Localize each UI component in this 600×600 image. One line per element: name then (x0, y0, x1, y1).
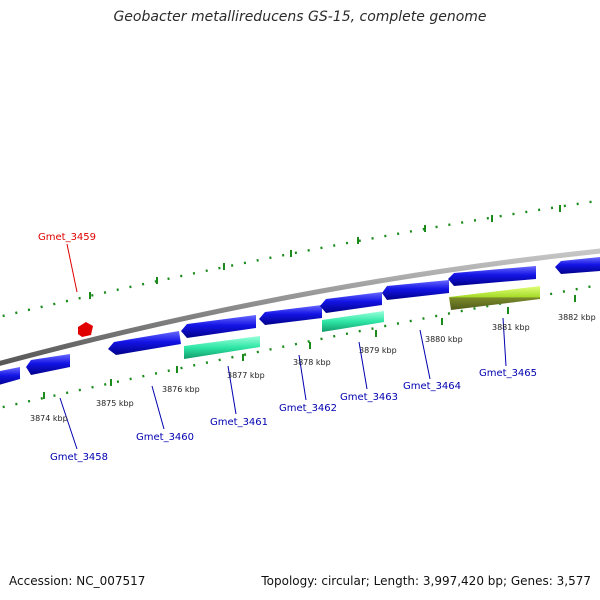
rna-feature (184, 336, 260, 359)
cds-arrow (448, 266, 536, 286)
gene-label[interactable]: Gmet_3460 (136, 432, 194, 443)
gene-leaders (59, 243, 507, 450)
cds-arrow (555, 257, 600, 274)
gene-label[interactable]: Gmet_3464 (403, 381, 461, 392)
scale-label: 3879 kbp (359, 346, 397, 355)
marker-feature (78, 322, 93, 337)
cds-arrow (26, 354, 70, 375)
cds-arrow (259, 305, 322, 325)
gene-label[interactable]: Gmet_3462 (279, 403, 337, 414)
cds-arrow (108, 331, 181, 355)
upper-tick-track (0, 199, 600, 318)
scale-labels: 3874 kbp 3875 kbp 3876 kbp 3877 kbp 3878… (30, 313, 596, 423)
scale-label: 3877 kbp (227, 371, 265, 380)
scale-label: 3876 kbp (162, 385, 200, 394)
scale-label: 3875 kbp (96, 399, 134, 408)
genome-summary: Topology: circular; Length: 3,997,420 bp… (261, 574, 591, 588)
gene-label[interactable]: Gmet_3463 (340, 392, 398, 403)
accession-label: Accession: NC_007517 (9, 574, 146, 588)
scale-label: 3874 kbp (30, 414, 68, 423)
lower-tick-track (0, 283, 600, 409)
highlighted-feature (449, 286, 540, 310)
scale-label: 3878 kbp (293, 358, 331, 367)
cds-arrow (320, 292, 382, 313)
rna-feature (322, 311, 384, 332)
gene-label[interactable]: Gmet_3461 (210, 417, 268, 428)
genome-backbone (0, 248, 600, 366)
cds-arrow (181, 315, 256, 338)
gene-labels: Gmet_3459 Gmet_3458 Gmet_3460 Gmet_3461 … (38, 232, 537, 463)
scale-label: 3881 kbp (492, 323, 530, 332)
gene-label[interactable]: Gmet_3458 (50, 452, 108, 463)
scale-label: 3882 kbp (558, 313, 596, 322)
cds-arrow (0, 367, 20, 385)
scale-label: 3880 kbp (425, 335, 463, 344)
map-title: Geobacter metallireducens GS-15, complet… (113, 9, 487, 25)
gene-label[interactable]: Gmet_3465 (479, 368, 537, 379)
gene-label[interactable]: Gmet_3459 (38, 232, 96, 243)
feature-track (0, 257, 600, 385)
cds-arrow (382, 280, 449, 300)
